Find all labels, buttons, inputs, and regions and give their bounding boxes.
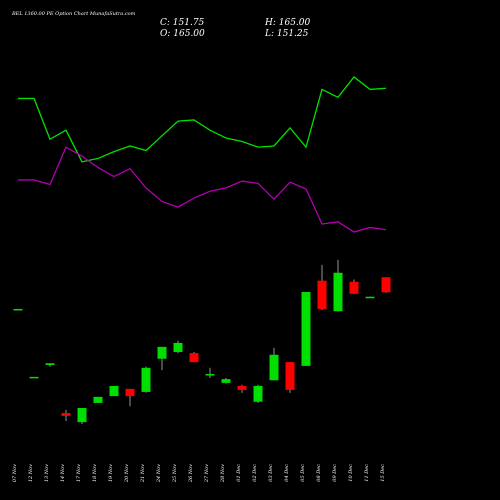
x-tick-label: 11 Dec [364,464,370,482]
x-tick-label: 20 Nov [124,464,130,483]
candle-body [93,396,103,403]
x-tick-label: 12 Nov [28,464,34,482]
x-tick-label: 26 Nov [188,464,194,483]
x-tick-label: 01 Dec [236,464,242,482]
ma-line [18,76,387,163]
candle-body [237,385,247,390]
candle-body [285,362,295,390]
close-info: C: 151.75 [160,18,205,28]
x-tick-label: 18 Nov [92,464,98,482]
x-tick-label: 13 Nov [44,464,50,482]
low-info: L: 151.25 [264,29,309,39]
x-tick-label: 05 Dec [300,464,306,482]
candle-body [205,374,215,376]
candle-body [349,281,359,294]
x-tick-label: 14 Nov [60,464,66,482]
candle-body [13,308,23,311]
candle-body [381,277,391,293]
candle-body [173,342,183,352]
candle-body [269,354,279,381]
x-tick-label: 04 Dec [284,464,290,482]
x-tick-label: 21 Nov [140,464,146,483]
candle-body [77,407,87,423]
candle-body [141,367,151,392]
candle-body [157,346,167,359]
x-tick-label: 17 Nov [76,464,82,482]
x-tick-label: 19 Nov [108,464,114,482]
chart-title: BEL 1360.00 PE Option Chart MunafaSutra.… [11,11,136,17]
candle-body [189,353,199,363]
candle-body [333,272,343,312]
candle-body [221,379,231,383]
high-info: H: 165.00 [264,18,311,28]
open-info: O: 165.00 [160,29,205,39]
x-tick-label: 08 Dec [316,464,322,482]
ma-line [18,146,387,233]
candle-body [29,376,39,379]
x-tick-label: 10 Dec [348,464,354,482]
x-tick-label: 09 Dec [332,464,338,482]
candle-body [125,388,135,397]
x-tick-label: 28 Nov [220,464,226,483]
x-tick-label: 24 Nov [156,464,162,483]
x-tick-label: 07 Nov [12,464,18,482]
x-tick-label: 27 Nov [204,464,210,483]
candle-body [365,296,375,299]
candle-body [301,291,311,366]
x-tick-label: 02 Dec [252,464,258,482]
candle-body [45,363,55,365]
candle-body [253,385,263,402]
x-tick-label: 03 Dec [268,464,274,482]
candle-body [109,385,119,397]
candle-body [61,413,71,416]
x-tick-label: 15 Dec [380,464,386,482]
candle-body [317,280,327,309]
x-tick-label: 25 Nov [172,464,178,483]
